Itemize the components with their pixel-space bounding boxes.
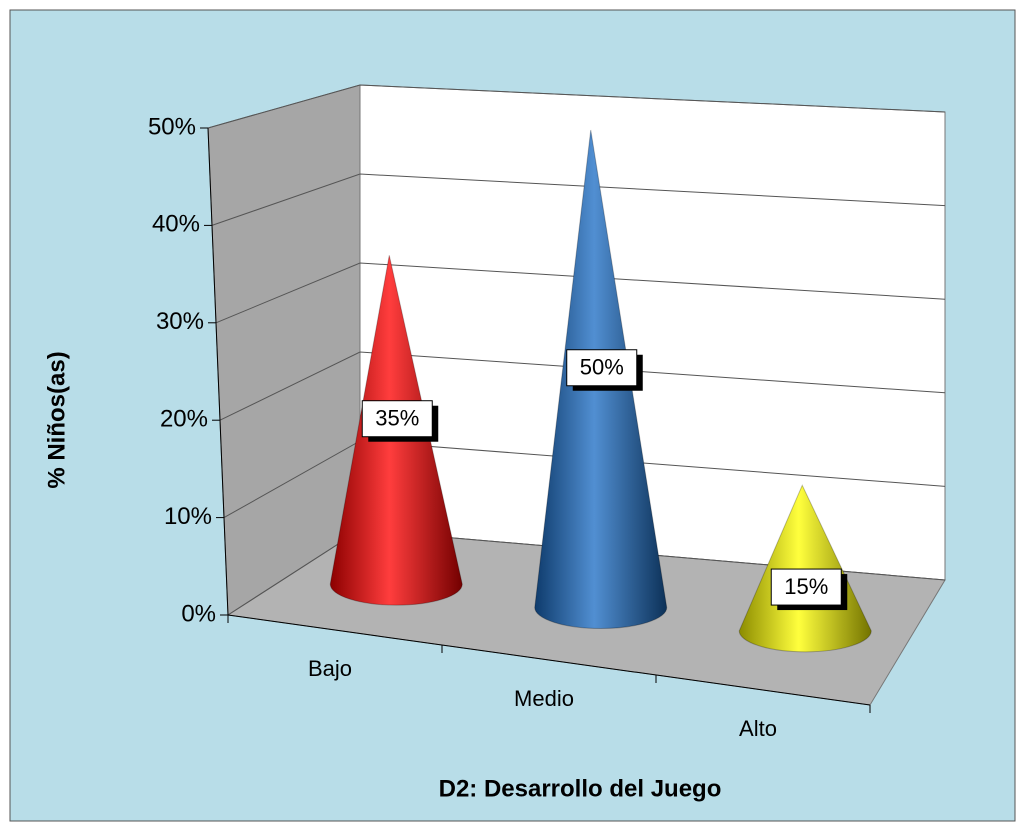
x-tick-label: Alto xyxy=(739,716,777,741)
back-wall xyxy=(359,84,946,581)
x-axis xyxy=(227,614,871,706)
value-label-box xyxy=(361,400,433,438)
value-label-box xyxy=(566,349,638,387)
y-tick-label: 10% xyxy=(164,503,212,530)
value-label: 50% xyxy=(580,355,624,380)
value-label: 35% xyxy=(375,406,419,431)
grid-line xyxy=(207,84,946,129)
y-axis-title: % Niños(as) xyxy=(43,351,70,488)
y-tick-label: 20% xyxy=(160,406,208,433)
x-axis-title: D2: Desarrollo del Juego xyxy=(439,775,722,802)
grid-line xyxy=(219,351,946,421)
y-tick-label: 50% xyxy=(148,113,196,140)
grid-line xyxy=(211,173,946,226)
left-wall xyxy=(207,84,361,616)
y-tick-label: 40% xyxy=(152,211,200,238)
y-axis xyxy=(207,127,229,616)
y-tick-label: 0% xyxy=(181,600,216,627)
x-tick-label: Bajo xyxy=(308,656,352,681)
cone xyxy=(738,484,872,653)
y-tick-label: 30% xyxy=(156,308,204,335)
value-label: 15% xyxy=(784,574,828,599)
x-tick-label: Medio xyxy=(514,686,574,711)
grid-line xyxy=(215,262,946,324)
value-label-box xyxy=(770,568,842,606)
